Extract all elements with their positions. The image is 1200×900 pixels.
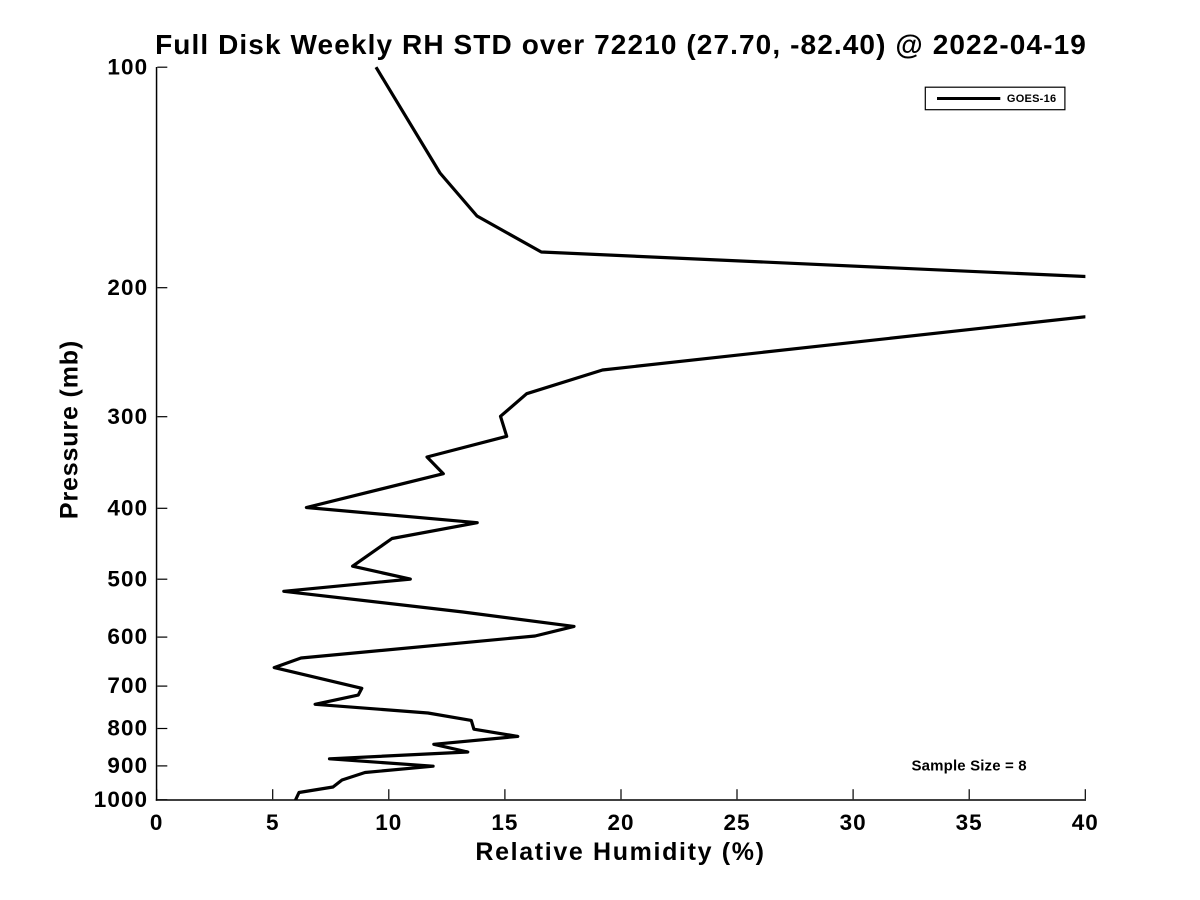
svg-text:500: 500 [107, 566, 148, 591]
svg-text:25: 25 [723, 810, 750, 835]
svg-text:10: 10 [375, 810, 402, 835]
svg-text:900: 900 [107, 753, 148, 778]
svg-text:Pressure (mb): Pressure (mb) [55, 340, 83, 519]
svg-text:Sample Size = 8: Sample Size = 8 [912, 758, 1027, 775]
svg-text:200: 200 [107, 275, 148, 300]
svg-text:20: 20 [607, 810, 634, 835]
svg-text:Full Disk Weekly RH STD over 7: Full Disk Weekly RH STD over 72210 (27.7… [155, 29, 1087, 60]
svg-text:15: 15 [491, 810, 518, 835]
svg-text:35: 35 [956, 810, 983, 835]
svg-text:600: 600 [107, 624, 148, 649]
svg-text:400: 400 [107, 495, 148, 520]
svg-text:30: 30 [840, 810, 867, 835]
svg-text:Relative Humidity (%): Relative Humidity (%) [475, 838, 765, 866]
svg-text:100: 100 [107, 54, 148, 79]
svg-text:800: 800 [107, 716, 148, 741]
svg-text:0: 0 [150, 810, 164, 835]
svg-text:GOES-16: GOES-16 [1007, 93, 1056, 105]
svg-text:1000: 1000 [94, 787, 148, 812]
svg-text:300: 300 [107, 404, 148, 429]
svg-text:5: 5 [266, 810, 280, 835]
svg-text:700: 700 [107, 673, 148, 698]
svg-text:40: 40 [1072, 810, 1099, 835]
